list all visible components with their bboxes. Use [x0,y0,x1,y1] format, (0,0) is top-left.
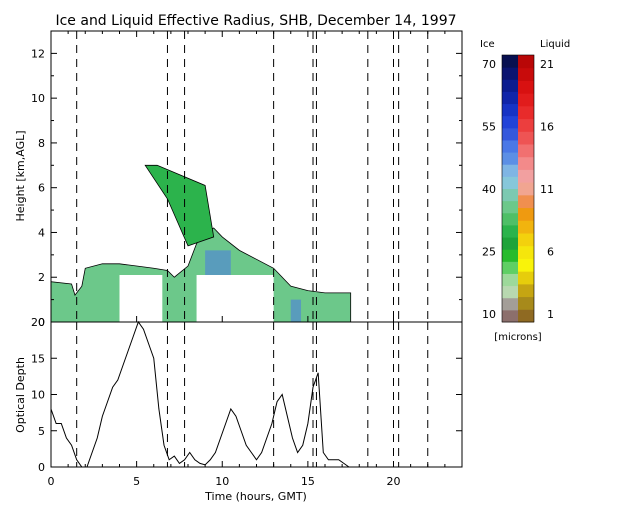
ice-color-swatch [502,139,518,153]
liquid-color-swatch [518,220,534,234]
liquid-tick-label: 6 [547,246,554,259]
ice-color-swatch [502,79,518,92]
optical-depth-plot-frame [50,321,463,468]
no-data-gap [119,274,163,322]
y-tick-label: 0 [38,316,45,329]
liquid-color-swatch [518,283,534,298]
ice-color-swatch [502,164,518,177]
y-tick-label: 8 [38,137,45,150]
ice-color-swatch [502,176,518,189]
ice-tick-label: 25 [482,246,496,259]
liquid-color-swatch [518,156,534,170]
y-tick-label: 10 [31,92,45,105]
ice-tick-label: 55 [482,121,496,134]
liquid-color-swatch [518,258,534,272]
liquid-tick-label: 16 [540,121,554,134]
x-tick-label: 0 [48,475,55,488]
liquid-color-swatch [518,131,534,145]
liquid-color-swatch [518,80,534,94]
colorbar-ice-scale [502,55,518,323]
liquid-color-swatch [518,144,534,158]
liquid-tick-label: 21 [540,58,554,71]
radius-panel: 0 2 4 6 8 10 12 Height [km,AGL] [14,30,463,329]
ice-tick-label: 40 [482,183,496,196]
x-tick-label: 20 [387,475,401,488]
ice-color-swatch [502,273,518,287]
liquid-tick-label: 11 [540,183,554,196]
y-tick-label: 15 [31,352,45,365]
ice-color-swatch [502,91,518,105]
ice-color-swatch [502,249,518,262]
ice-color-swatch [502,297,518,311]
ice-color-swatch [502,224,518,238]
x-tick-label: 15 [301,475,315,488]
ice-color-swatch [502,261,518,274]
colorbar-liquid-scale [518,55,534,323]
ice-color-swatch [502,55,518,68]
liquid-color-swatch [518,67,534,81]
time-x-axis: 0 5 10 15 20 [48,31,446,488]
liquid-color-swatch [518,309,534,323]
chart-title: Ice and Liquid Effective Radius, SHB, De… [55,13,456,29]
radius-y-label: Height [km,AGL] [14,130,27,221]
liquid-color-swatch [518,207,534,221]
dashed-lines [76,31,429,322]
liquid-color-swatch [518,296,534,310]
ice-color-swatch [502,212,518,226]
no-data-gap [196,274,274,322]
dashed-lines [76,322,429,467]
y-tick-label: 5 [38,425,45,438]
y-tick-label: 10 [31,389,45,402]
upper-cloud [144,164,215,247]
colorbar-liquid-label: Liquid [540,39,570,50]
liquid-color-swatch [518,169,534,183]
colorbar: Ice Liquid 70 55 40 25 10 21 16 11 6 1 [microns] [480,39,570,343]
optical-depth-series [50,320,350,468]
time-x-label: Time (hours, GMT) [204,490,307,503]
ice-color-swatch [502,152,518,165]
colorbar-ice-label: Ice [480,39,495,50]
colorbar-ticks: 70 55 40 25 10 21 16 11 6 1 [482,58,554,321]
radius-y-axis: 0 2 4 6 8 10 12 [31,47,462,329]
ice-color-swatch [502,115,518,129]
liquid-color-swatch [518,93,534,107]
ice-tick-label: 70 [482,58,496,71]
optical-depth-y-axis: 0 5 10 15 20 [31,316,462,474]
colorbar-units: [microns] [494,332,541,343]
ice-color-swatch [502,309,518,323]
ice-color-swatch [502,103,518,117]
y-tick-label: 12 [31,47,45,60]
optical-depth-y-label: Optical Depth [14,357,27,433]
optical-depth-line [50,320,350,468]
ice-color-swatch [502,188,518,202]
liquid-color-swatch [518,118,534,132]
ice-color-swatch [502,237,518,250]
liquid-color-swatch [518,55,534,69]
ice-color-swatch [502,200,518,214]
y-tick-label: 0 [38,461,45,474]
x-tick-label: 10 [215,475,229,488]
y-tick-label: 2 [38,271,45,284]
liquid-color-swatch [518,271,534,285]
liquid-color-swatch [518,233,534,247]
ice-tick-label: 10 [482,308,496,321]
liquid-tick-label: 1 [547,308,554,321]
large-radius-core [290,299,302,322]
y-tick-label: 6 [38,182,45,195]
radius-field [50,164,352,323]
ice-color-swatch [502,285,518,299]
ice-color-swatch [502,127,518,141]
liquid-color-swatch [518,194,534,209]
ice-color-swatch [502,67,518,80]
liquid-color-swatch [518,182,534,196]
y-tick-label: 20 [31,316,45,329]
x-tick-label: 5 [133,475,140,488]
liquid-color-swatch [518,245,534,259]
y-tick-label: 4 [38,226,45,239]
liquid-color-swatch [518,105,534,120]
colorbar-frame [501,54,535,323]
